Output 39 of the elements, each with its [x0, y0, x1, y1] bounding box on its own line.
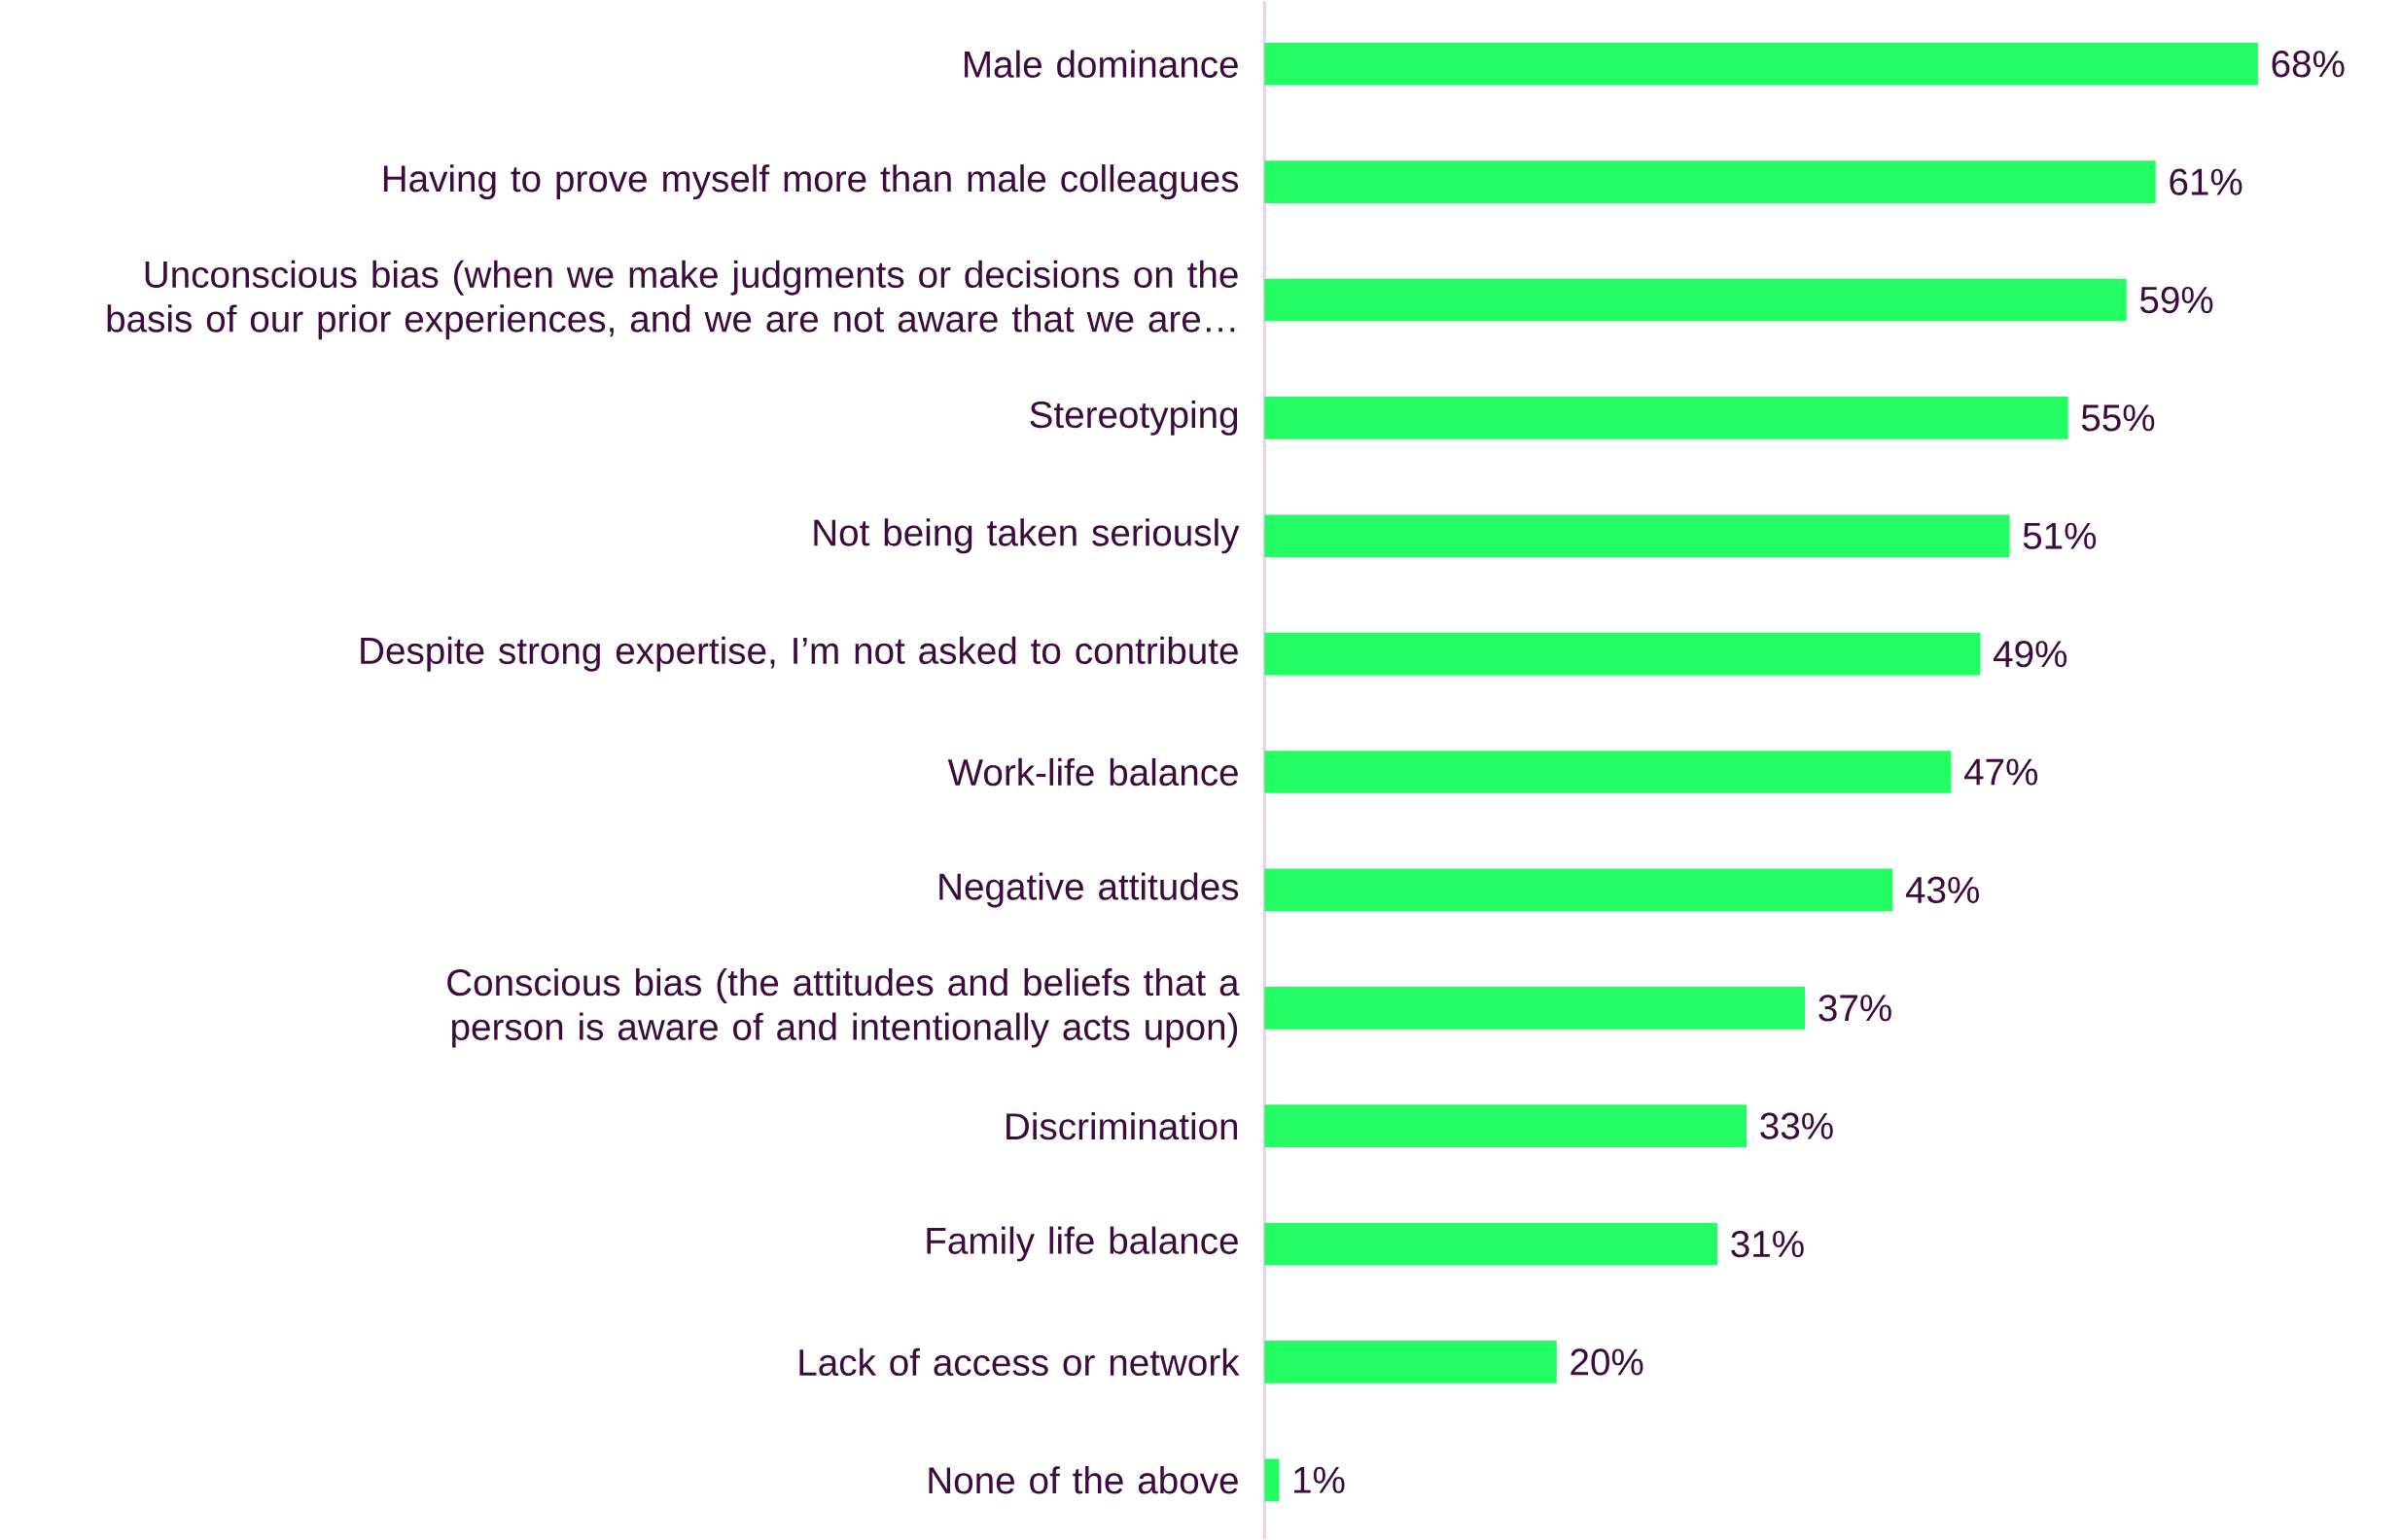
bar: [1264, 160, 2156, 203]
data-label: 43%: [1905, 876, 1979, 903]
bar: [1264, 514, 2010, 557]
bar: [1264, 868, 1893, 912]
y-tick-label: Negative attitudes: [939, 872, 1239, 908]
data-label: 47%: [1964, 758, 2038, 786]
y-tick-label: Family life balance: [927, 1226, 1238, 1262]
y-tick-label: Discrimination: [1006, 1111, 1238, 1140]
y-tick-label: Not being taken seriously: [814, 518, 1240, 554]
data-label: 20%: [1571, 1348, 1643, 1376]
data-label: 59%: [2139, 286, 2213, 314]
bar: [1264, 1340, 1557, 1383]
bar: [1264, 1104, 1748, 1147]
y-tick-label: Work-life balance: [947, 757, 1238, 787]
y-tick-label: Lack of access or network: [799, 1348, 1240, 1376]
bar: [1264, 1458, 1280, 1501]
data-label: 61%: [2170, 168, 2242, 195]
y-tick-label: Unconscious bias (when we make judgments or decisions on the basis of our prior experiences, and we are not aware that we are…: [107, 260, 1238, 340]
bar: [1264, 42, 2258, 86]
bar: [1264, 750, 1952, 793]
data-label: 33%: [1760, 1112, 1833, 1139]
bar: [1264, 396, 2068, 439]
y-tick-label: Stereotyping: [1030, 400, 1238, 436]
y-tick-label: Male dominance: [965, 50, 1238, 78]
bar: [1264, 632, 1981, 676]
data-label: 1%: [1293, 1466, 1345, 1493]
data-label: 55%: [2081, 404, 2155, 432]
data-label: 31%: [1731, 1230, 1804, 1258]
data-label: 49%: [1994, 640, 2067, 668]
data-label: 37%: [1818, 994, 1891, 1022]
y-tick-label: Conscious bias (the attitudes and beliefs that a person is aware of and intentionally acts upon): [447, 967, 1240, 1048]
y-tick-label: None of the above: [929, 1465, 1238, 1494]
data-label: 51%: [2023, 522, 2097, 549]
bar: [1264, 278, 2127, 322]
bar: [1264, 986, 1806, 1030]
bar: [1264, 1222, 1718, 1266]
data-label: 68%: [2272, 50, 2345, 78]
y-tick-label: Despite strong expertise, I’m not asked to contribute: [361, 636, 1238, 672]
y-tick-label: Having to prove myself more than male colleagues: [383, 163, 1239, 199]
